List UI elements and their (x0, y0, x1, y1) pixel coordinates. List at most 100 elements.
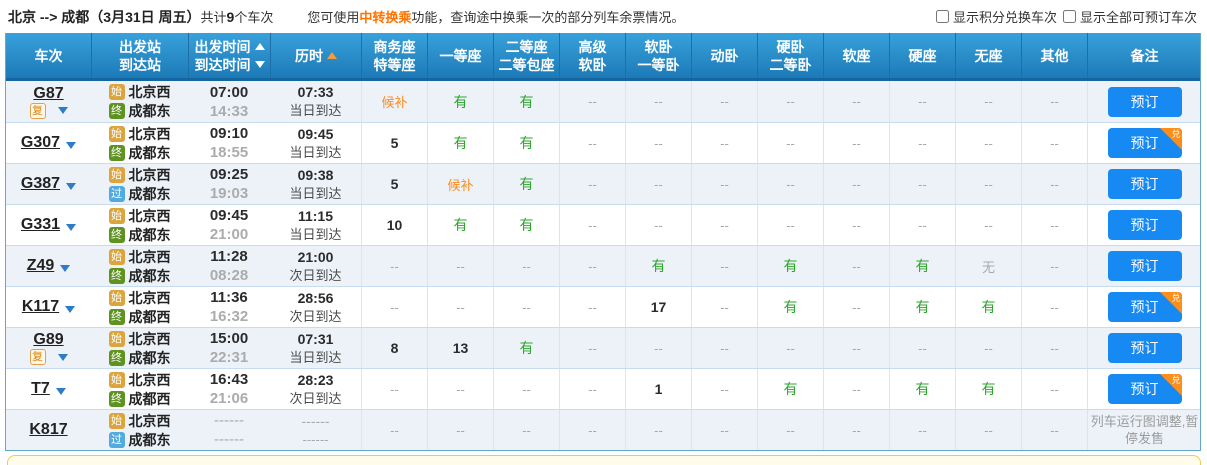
times-cell: 07:00 14:33 (188, 81, 270, 122)
terminal-station-icon: 终 (108, 390, 125, 407)
show-points-trains-checkbox[interactable] (935, 10, 949, 23)
arrival-day-label: 当日到达 (289, 185, 342, 201)
train-cell: T7 (6, 369, 91, 409)
seat-availability-value: 13 (452, 340, 469, 356)
seat-availability-cell: -- (955, 81, 1021, 122)
book-button-label: 预订 (1130, 217, 1159, 233)
expand-arrow-icon[interactable] (60, 264, 71, 272)
seat-availability-value: -- (588, 299, 597, 315)
transfer-link[interactable]: 中转换乘 (359, 10, 412, 25)
seat-availability-value: -- (852, 135, 861, 151)
train-number-link[interactable]: T7 (31, 380, 50, 397)
seat-availability-cell: -- (823, 328, 889, 368)
sort-up-icon (327, 52, 337, 59)
train-number-link[interactable]: G331 (20, 216, 61, 233)
departure-time: 11:28 (210, 248, 248, 265)
train-number-link[interactable]: K817 (29, 421, 68, 438)
train-row-G387: G387 始北京西过成都东 09:25 19:03 09:38 当日到达 5 候补 有 -- -- -… (6, 163, 1200, 204)
seat-availability-value: 5 (390, 135, 399, 151)
seat-availability-value: -- (522, 299, 531, 315)
arrival-time: 21:06 (209, 390, 249, 407)
book-button-label: 预订 (1130, 135, 1159, 151)
duration-value: 21:00 (297, 248, 334, 265)
train-number-link[interactable]: Z49 (26, 257, 55, 274)
seat-availability-cell: -- (889, 164, 955, 204)
train-number-link[interactable]: K117 (21, 298, 60, 315)
departure-time: 09:10 (209, 125, 249, 142)
column-header-3[interactable]: 出发时间 到达时间 (188, 33, 270, 78)
seat-availability-value: -- (852, 422, 861, 438)
train-number-link[interactable]: G89 (33, 331, 64, 348)
transfer-notice: 您可使用中转换乘功能，查询途中换乘一次的部分列车余票情况。 (307, 10, 685, 25)
book-button[interactable]: 预订 兑 (1107, 128, 1182, 158)
seat-availability-value: 有 (981, 299, 996, 315)
show-points-trains-option[interactable]: 显示积分兑换车次 (935, 7, 1057, 26)
expand-arrow-icon[interactable] (65, 305, 76, 313)
arrival-station-label: 成都东 (128, 267, 171, 284)
seat-availability-value: 10 (386, 217, 403, 233)
book-button[interactable]: 预订 兑 (1107, 374, 1182, 404)
expand-arrow-icon[interactable] (66, 182, 77, 190)
seat-availability-cell: -- (361, 410, 427, 450)
seat-availability-value: -- (720, 217, 729, 233)
times-cell: 11:28 08:28 (188, 246, 270, 286)
seat-availability-cell: -- (889, 123, 955, 163)
seat-availability-value: -- (1050, 381, 1059, 397)
train-row-G87: G87 复始北京西终成都东 07:00 14:33 07:33 当日到达 候补有有 -- -- -… (6, 81, 1200, 122)
train-cell: G331 (6, 205, 91, 245)
seat-availability-cell: -- (1021, 205, 1087, 245)
start-station-icon: 始 (108, 289, 125, 306)
expand-arrow-icon[interactable] (55, 387, 66, 395)
seat-availability-value: 有 (519, 340, 534, 356)
seat-availability-value: -- (720, 299, 729, 315)
expand-arrow-icon[interactable] (66, 223, 77, 231)
seat-availability-cell: -- (361, 287, 427, 327)
train-number-link[interactable]: G87 (33, 84, 64, 102)
seat-availability-value: 有 (783, 258, 798, 274)
departure-time: 09:45 (209, 207, 249, 224)
book-button[interactable]: 预订 (1107, 86, 1182, 117)
duration-cell: 09:38 当日到达 (270, 164, 361, 204)
show-bookable-trains-checkbox[interactable] (1062, 10, 1076, 23)
column-header-4[interactable]: 历时 (270, 33, 361, 78)
seat-availability-cell: 有 (757, 369, 823, 409)
seat-availability-cell: -- (559, 246, 625, 286)
seat-availability-value: -- (720, 94, 729, 109)
arrival-station-label: 成都东 (128, 185, 171, 202)
arrival-day-label: ------ (302, 431, 329, 447)
show-bookable-trains-option[interactable]: 显示全部可预订车次 (1062, 7, 1197, 26)
book-button[interactable]: 预订 兑 (1107, 292, 1182, 322)
expand-arrow-icon[interactable] (66, 141, 77, 149)
seat-availability-cell: 有 (493, 123, 559, 163)
expand-arrow-icon[interactable] (57, 353, 68, 361)
seat-availability-cell: 有 (955, 369, 1021, 409)
arrival-day-label: 当日到达 (289, 349, 342, 365)
book-button[interactable]: 预订 (1107, 333, 1182, 363)
train-cell: Z49 (6, 246, 91, 286)
seat-availability-cell: -- (823, 369, 889, 409)
departure-station-label: 北京西 (128, 371, 171, 388)
seat-availability-value: -- (390, 381, 399, 397)
seat-availability-cell: -- (625, 328, 691, 368)
fuxing-badge: 复 (29, 102, 46, 119)
seat-availability-cell: -- (823, 410, 889, 450)
column-header-12: 软座 (823, 33, 889, 78)
book-button[interactable]: 预订 (1107, 251, 1182, 281)
arrival-station-label: 成都东 (128, 144, 171, 161)
seat-availability-cell: 8 (361, 328, 427, 368)
expand-arrow-icon[interactable] (57, 107, 68, 114)
duration-cell: 11:15 当日到达 (270, 205, 361, 245)
seat-availability-value: -- (720, 340, 729, 356)
table-body: G87 复始北京西终成都东 07:00 14:33 07:33 当日到达 候补有有 -- -- -… (6, 81, 1200, 450)
departure-time: 11:36 (210, 289, 248, 306)
seat-availability-cell: 有 (889, 287, 955, 327)
seat-availability-value: 有 (981, 381, 996, 397)
train-number-link[interactable]: G307 (20, 134, 61, 151)
seat-availability-value: -- (786, 176, 795, 192)
train-number-link[interactable]: G387 (20, 175, 61, 192)
seat-availability-cell: -- (1021, 287, 1087, 327)
book-button[interactable]: 预订 (1107, 169, 1182, 199)
book-button[interactable]: 预订 (1107, 210, 1182, 240)
seat-availability-cell: -- (691, 287, 757, 327)
train-row-K817: K817 始北京西过成都东 ------ ------ ------ ------ -- --… (6, 409, 1200, 450)
